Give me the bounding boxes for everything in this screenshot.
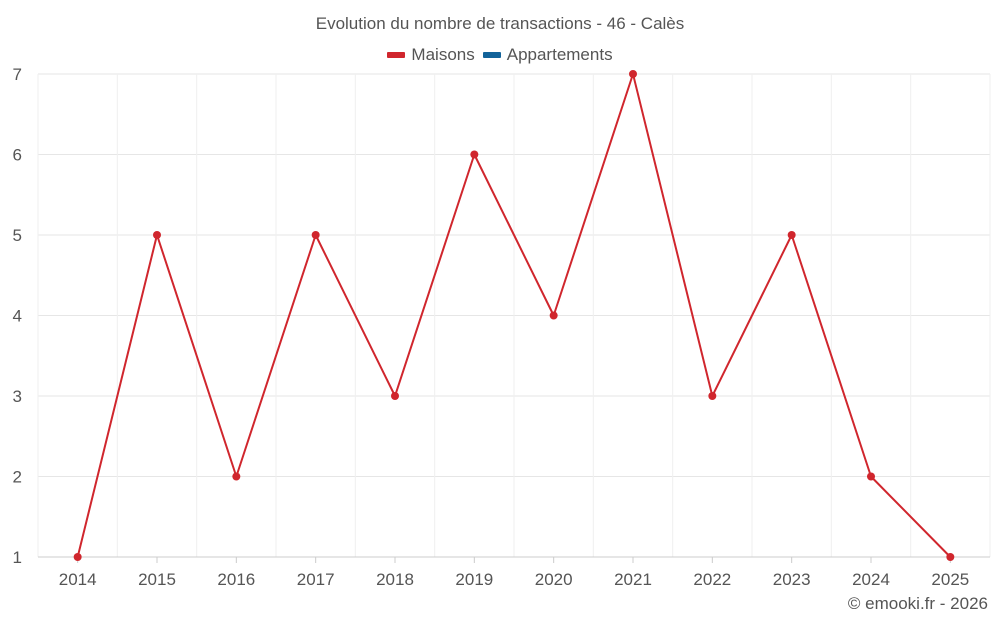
data-point[interactable] [946,553,955,561]
legend-item-maisons[interactable]: Maisons [387,45,475,65]
x-tick-label: 2019 [455,570,493,589]
data-point[interactable] [153,231,161,239]
y-tick-label: 5 [13,226,22,245]
data-point[interactable] [470,150,479,159]
axes: 1 2 3 4 5 6 7 2014 2015 2016 2017 2018 2019 2020 2021 2… [13,65,990,589]
series [73,70,955,561]
legend-swatch-appartements [482,52,501,58]
y-tick-label: 6 [13,146,22,165]
x-tick-label: 2021 [614,570,652,589]
y-tick-label: 4 [13,307,22,326]
x-tick-label: 2016 [217,570,255,589]
y-tick-label: 2 [13,468,22,487]
x-tick-label: 2015 [138,570,176,589]
data-point[interactable] [391,392,399,400]
x-tick-label: 2017 [297,570,335,589]
data-point[interactable] [311,231,320,239]
x-tick-label: 2014 [59,570,97,589]
legend-label-maisons: Maisons [411,45,475,64]
legend-item-appartements[interactable]: Appartements [482,45,613,65]
grid [37,73,991,557]
data-point[interactable] [787,231,796,239]
legend-swatch-maisons [387,52,406,58]
series-line-maisons [76,73,952,558]
data-point[interactable] [73,553,82,561]
data-point[interactable] [708,392,717,400]
chart-title: Evolution du nombre de transactions - 46… [315,14,685,33]
y-tick-label: 7 [13,65,22,84]
legend: Maisons Appartements [0,45,1000,65]
x-tick-label: 2018 [376,570,414,589]
x-tick-label: 2022 [693,570,731,589]
legend-label-appartements: Appartements [506,45,613,64]
x-tick-label: 2025 [931,570,969,589]
credit-text: © emooki.fr - 2026 [847,594,988,613]
y-tick-label: 1 [13,548,22,567]
x-tick-label: 2023 [773,570,811,589]
data-point[interactable] [629,70,637,78]
data-point[interactable] [867,472,875,481]
data-point[interactable] [232,472,241,481]
x-tick-label: 2024 [852,570,890,589]
y-tick-label: 3 [13,387,22,406]
data-point[interactable] [549,311,558,320]
x-tick-label: 2020 [535,570,573,589]
